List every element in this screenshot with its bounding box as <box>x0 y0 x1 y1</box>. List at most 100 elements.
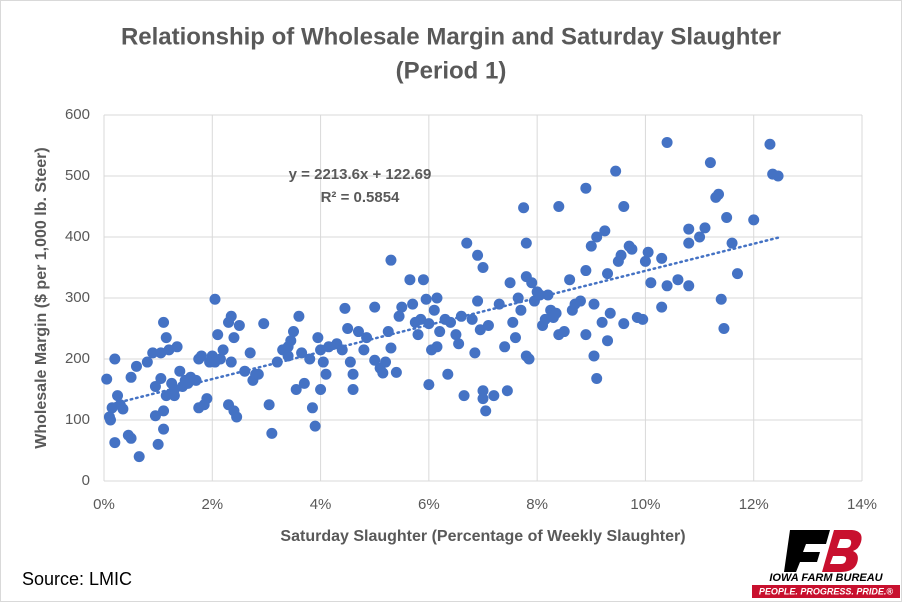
point <box>201 393 213 405</box>
point <box>694 231 706 243</box>
point <box>507 316 519 328</box>
point <box>317 356 329 368</box>
point <box>152 438 164 450</box>
point <box>149 380 161 392</box>
point <box>526 277 538 289</box>
point <box>293 310 305 322</box>
point <box>713 188 725 200</box>
point <box>296 347 308 359</box>
point <box>553 201 565 212</box>
point <box>731 268 743 280</box>
y-tick-label: 0 <box>82 472 90 489</box>
chart-title: Relationship of Wholesale Margin and Sat… <box>121 23 781 50</box>
point <box>453 338 465 350</box>
point <box>656 301 668 313</box>
point <box>499 341 511 353</box>
point <box>472 295 484 307</box>
point <box>225 356 237 368</box>
point <box>160 390 172 402</box>
point <box>149 410 161 422</box>
point <box>715 293 727 305</box>
y-tick-label: 400 <box>65 228 90 245</box>
point <box>271 356 283 368</box>
point <box>488 390 500 402</box>
y-tick-label: 200 <box>65 350 90 367</box>
point <box>683 237 695 249</box>
point <box>591 231 603 243</box>
point <box>772 170 784 182</box>
logo-tagline: PEOPLE. PROGRESS. PRIDE.® <box>759 586 894 596</box>
point <box>404 274 416 286</box>
point <box>518 202 530 214</box>
point <box>626 243 638 255</box>
x-tick-label: 14% <box>847 496 877 513</box>
point <box>610 165 622 177</box>
x-tick-label: 6% <box>418 496 440 513</box>
point <box>225 310 237 322</box>
point <box>704 157 716 169</box>
point <box>748 214 760 226</box>
point <box>434 326 446 338</box>
point <box>458 390 470 402</box>
point <box>195 350 207 362</box>
point <box>385 342 397 354</box>
point <box>415 313 427 325</box>
point <box>266 427 278 439</box>
point <box>109 353 121 365</box>
point <box>209 293 221 305</box>
logo-name: IOWA FARM BUREAU <box>769 572 883 584</box>
point <box>461 237 473 249</box>
point <box>252 368 264 380</box>
x-tick-label: 10% <box>630 496 660 513</box>
point <box>412 329 424 341</box>
y-axis-label: Wholesale Margin ($ per 1,000 lb. Steer) <box>33 147 50 448</box>
point <box>369 301 381 313</box>
point <box>190 374 202 386</box>
point <box>141 356 153 368</box>
point <box>171 341 183 353</box>
point <box>764 138 776 150</box>
point <box>618 318 630 330</box>
point <box>244 347 256 359</box>
point <box>493 298 505 310</box>
point <box>342 323 354 334</box>
point <box>130 360 142 372</box>
point <box>228 332 240 344</box>
x-tick-label: 8% <box>526 496 548 513</box>
point <box>550 307 562 319</box>
point <box>672 274 684 286</box>
point <box>423 318 435 330</box>
point <box>564 274 576 286</box>
point <box>352 326 364 338</box>
point <box>480 405 492 417</box>
point <box>515 304 527 316</box>
chart-title: (Period 1) <box>396 57 507 84</box>
point <box>431 341 443 353</box>
point <box>477 262 489 273</box>
point <box>347 384 359 395</box>
logo-b <box>822 530 862 572</box>
point <box>309 420 321 432</box>
point <box>231 411 243 423</box>
point <box>604 307 616 319</box>
point <box>147 347 159 359</box>
point <box>585 240 597 252</box>
point <box>642 246 654 258</box>
point <box>574 295 586 307</box>
point <box>656 252 668 264</box>
point <box>369 354 381 366</box>
point <box>417 274 429 286</box>
source-note: Source: LMIC <box>22 569 132 589</box>
point <box>109 437 121 449</box>
point <box>615 249 627 261</box>
point <box>214 353 226 365</box>
point <box>158 423 170 435</box>
point <box>602 335 614 347</box>
x-tick-label: 2% <box>201 496 223 513</box>
point <box>618 201 630 212</box>
point <box>509 332 521 344</box>
point <box>683 223 695 235</box>
point <box>580 329 592 341</box>
